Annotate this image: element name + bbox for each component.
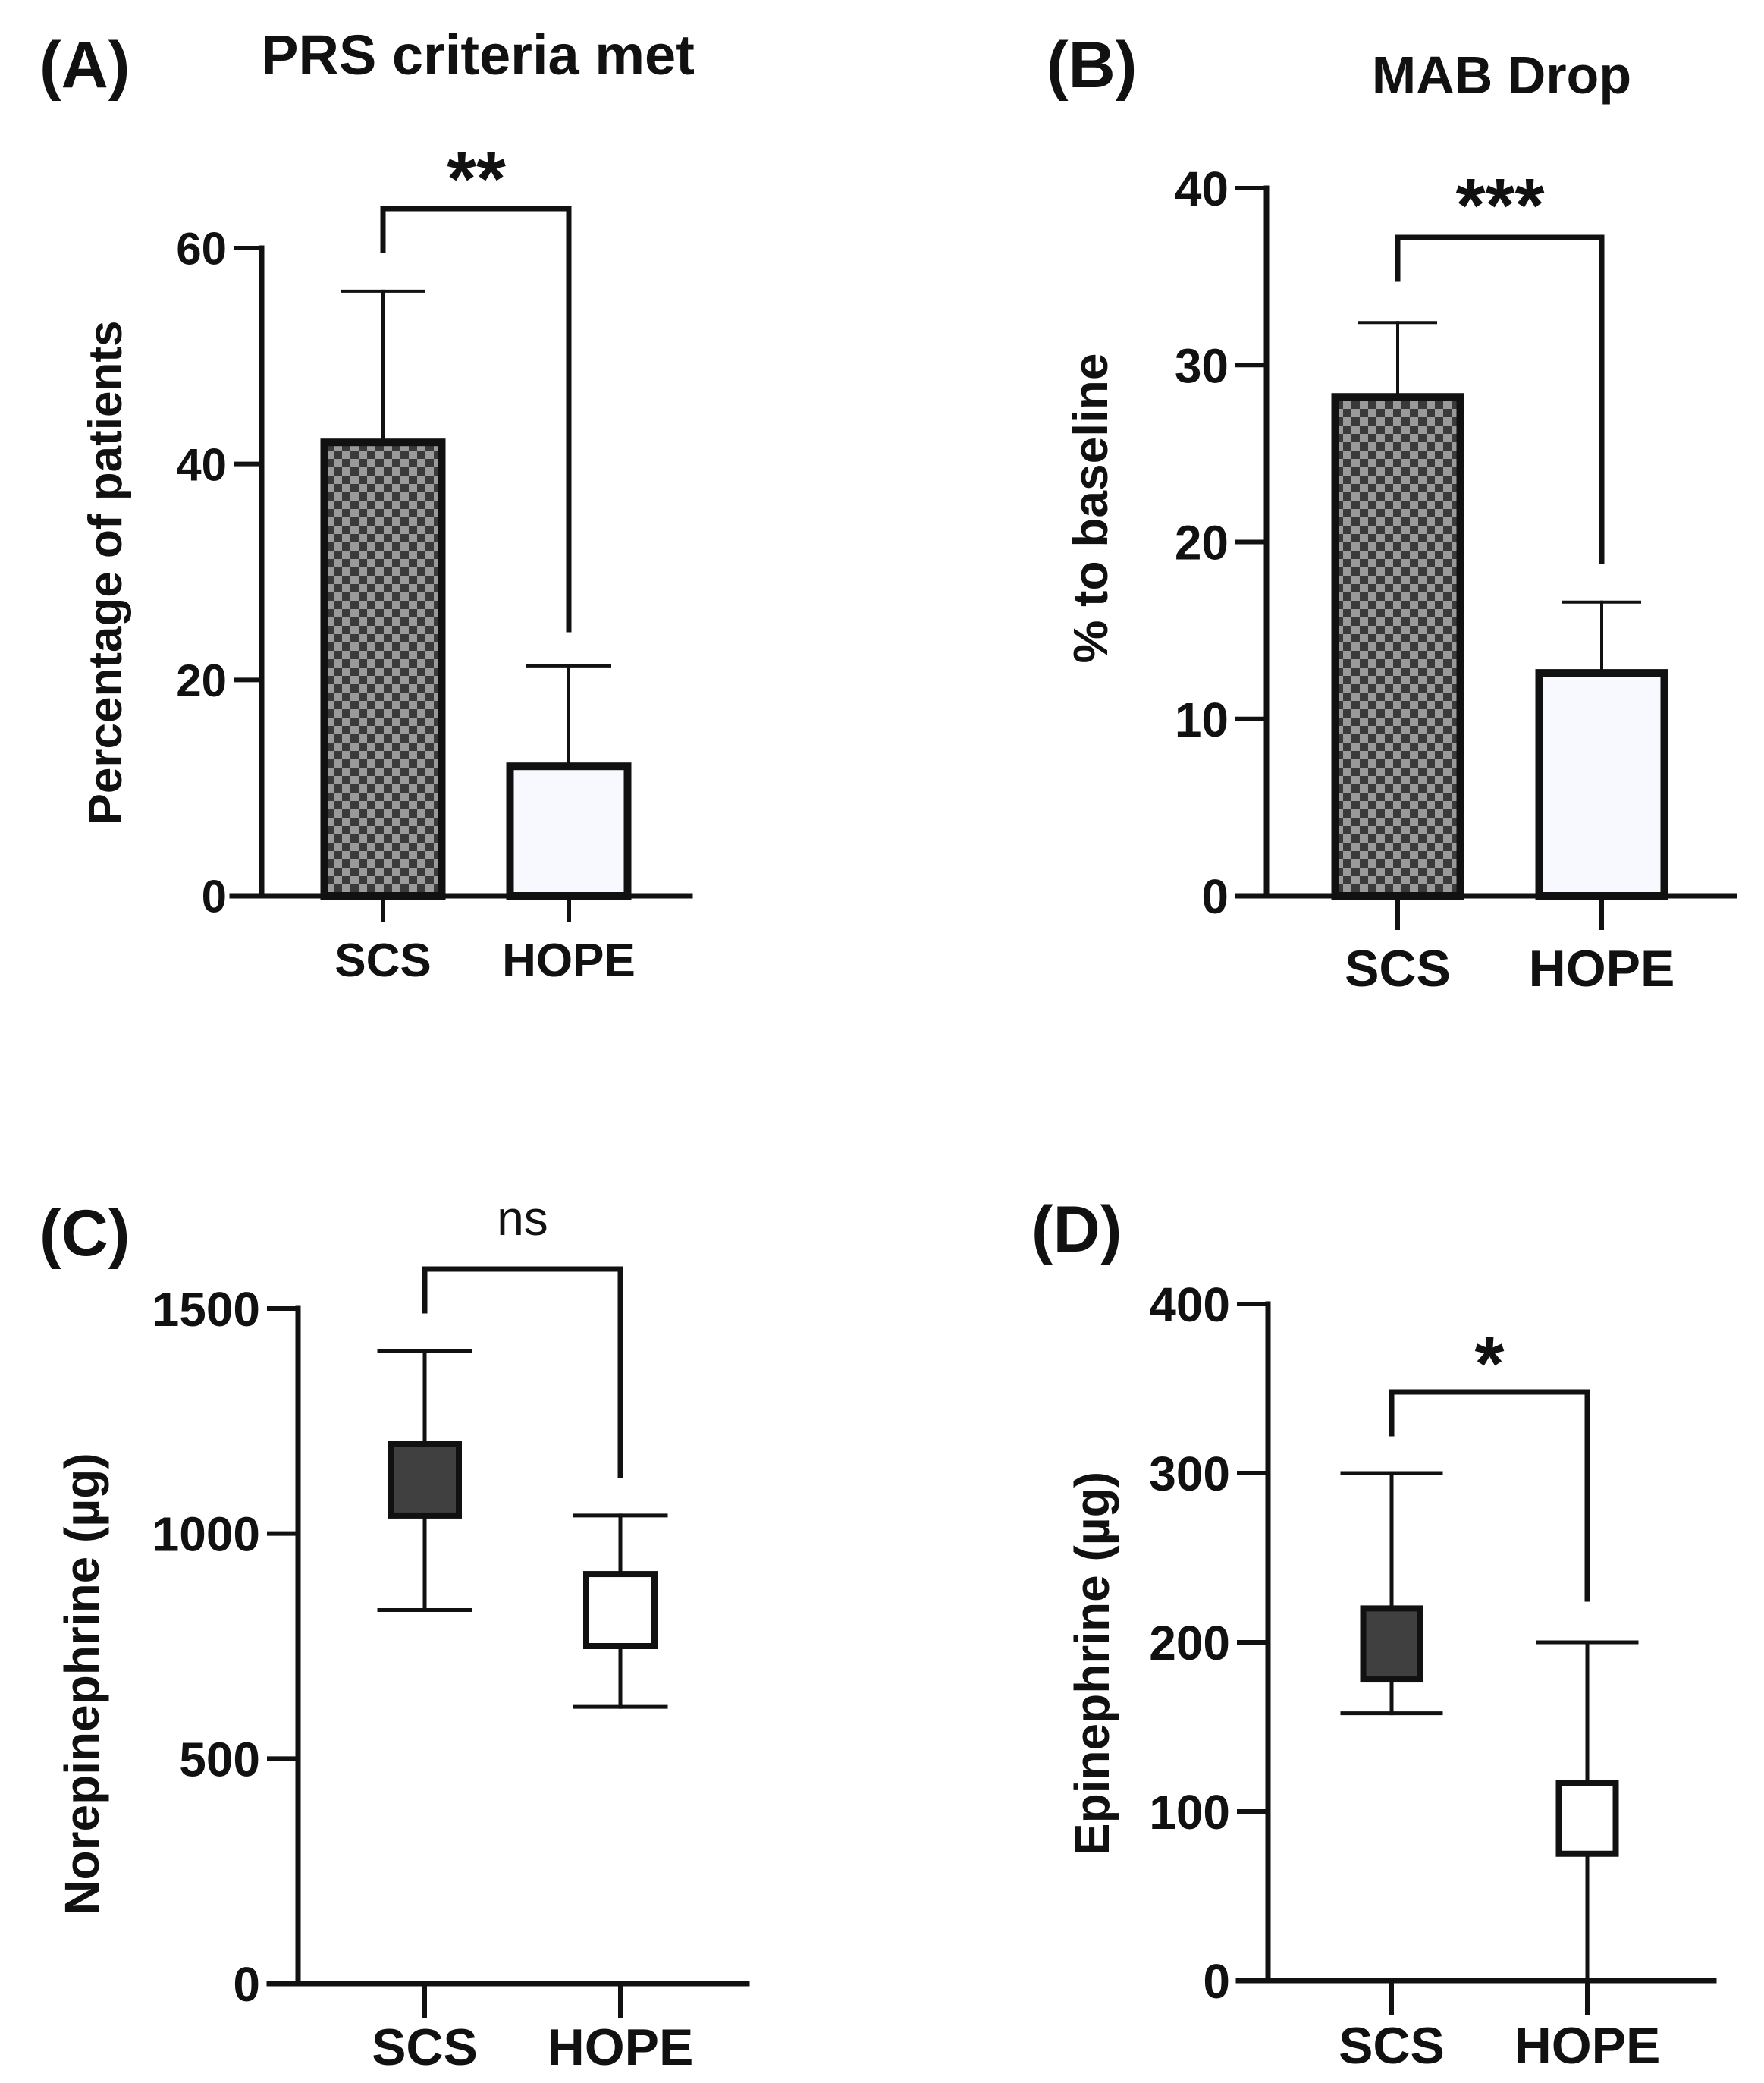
panel-d-y-ticks: 0 100 200 300 400	[1149, 1277, 1270, 2009]
panel-c-ytick-label: 500	[179, 1732, 260, 1786]
panel-d-ytick-label: 0	[1203, 1954, 1230, 2009]
panel-a-significance-bracket	[380, 206, 572, 633]
panel-d-ylabel: Epinephrine (µg)	[1065, 1472, 1119, 1855]
panel-b-bar-scs	[1331, 393, 1464, 900]
panel-b-ytick-label: 10	[1175, 693, 1229, 747]
panel-c-xtick-scs: SCS	[372, 2019, 478, 2076]
panel-d-significance: *	[1475, 1321, 1505, 1406]
panel-d-label: (D)	[1031, 1193, 1122, 1266]
panel-a-label: (A)	[39, 29, 130, 102]
panel-b-significance-bracket	[1395, 234, 1605, 564]
panel-a-ytick-label: 20	[176, 655, 227, 706]
panel-c-ytick-label: 0	[233, 1957, 260, 2012]
panel-b-significance: ***	[1456, 163, 1545, 248]
panel-d-box-hope	[1555, 1780, 1619, 1857]
panel-c-box-scs	[388, 1441, 462, 1519]
panel-b-x-ticks	[1395, 894, 1604, 930]
panel-a-marks	[320, 289, 632, 900]
panel-c-label: (C)	[39, 1197, 130, 1270]
panel-c-box-hope	[583, 1571, 658, 1649]
panel-c-x-ticks	[422, 1981, 623, 2018]
panel-a-bar-hope	[506, 762, 632, 900]
panel-b-bar-hope	[1535, 669, 1668, 900]
panel-b-title: MAB Drop	[1372, 46, 1631, 105]
panel-c-ylabel: Norepinephrine (µg)	[55, 1453, 109, 1915]
panel-b-ytick-label: 30	[1175, 338, 1229, 393]
panel-d-ytick-label: 200	[1149, 1616, 1230, 1670]
panel-c-ytick-label: 1000	[152, 1507, 260, 1562]
panel-a: (A) PRS criteria met Percentage of patie…	[39, 24, 695, 987]
panel-b-ylabel: % to baseline	[1063, 353, 1118, 664]
panel-d-xtick-hope: HOPE	[1514, 2017, 1661, 2075]
panel-b: (B) MAB Drop % to baseline 0 10 20 30 40 SCS…	[1047, 29, 1737, 998]
panel-a-x-ticks	[381, 894, 571, 922]
panel-a-ytick-label: 40	[176, 439, 227, 490]
panel-a-significance: **	[447, 137, 506, 221]
panel-a-y-ticks: 0 20 40 60	[176, 224, 264, 922]
panel-c-xtick-hope: HOPE	[548, 2019, 694, 2076]
panel-c-significance: ns	[497, 1191, 548, 1246]
panel-c-ytick-label: 1500	[152, 1282, 260, 1337]
panel-b-ytick-label: 40	[1175, 162, 1229, 216]
panel-d-ytick-label: 100	[1149, 1785, 1230, 1840]
panel-d-xtick-scs: SCS	[1339, 2017, 1445, 2075]
panel-d-x-ticks	[1389, 1978, 1590, 2015]
panel-a-xtick-hope: HOPE	[502, 935, 636, 987]
panel-a-bar-scs	[320, 438, 446, 900]
panel-a-ytick-label: 0	[202, 872, 227, 922]
panel-b-ytick-label: 20	[1175, 516, 1229, 570]
panel-c-y-ticks: 0 500 1000 1500	[152, 1282, 300, 2012]
panel-a-title: PRS criteria met	[261, 24, 695, 86]
panel-d-ytick-label: 300	[1149, 1447, 1230, 1501]
panel-c: (C) Norepinephrine (µg) 0 500 1000 1500 SCS…	[39, 1191, 750, 2076]
panel-b-xtick-hope: HOPE	[1529, 940, 1675, 998]
panel-a-ylabel: Percentage of patients	[80, 321, 132, 825]
panel-b-ytick-label: 0	[1201, 869, 1229, 924]
panel-d-significance-bracket	[1389, 1389, 1590, 1602]
panel-b-y-ticks: 0 10 20 30 40	[1175, 162, 1269, 924]
panel-c-marks	[377, 1349, 668, 1709]
panel-b-marks	[1331, 321, 1668, 900]
panel-d: (D) Epinephrine (µg) 0 100 200 300 400 SCS H…	[1031, 1193, 1717, 2075]
panel-a-xtick-scs: SCS	[334, 935, 431, 987]
panel-b-label: (B)	[1047, 29, 1137, 102]
panel-d-box-scs	[1360, 1605, 1423, 1683]
panel-c-significance-bracket	[422, 1266, 623, 1478]
panel-d-ytick-label: 400	[1149, 1277, 1230, 1332]
panel-b-xtick-scs: SCS	[1345, 940, 1451, 998]
panel-a-ytick-label: 60	[176, 224, 227, 275]
panel-d-marks	[1340, 1471, 1639, 1983]
